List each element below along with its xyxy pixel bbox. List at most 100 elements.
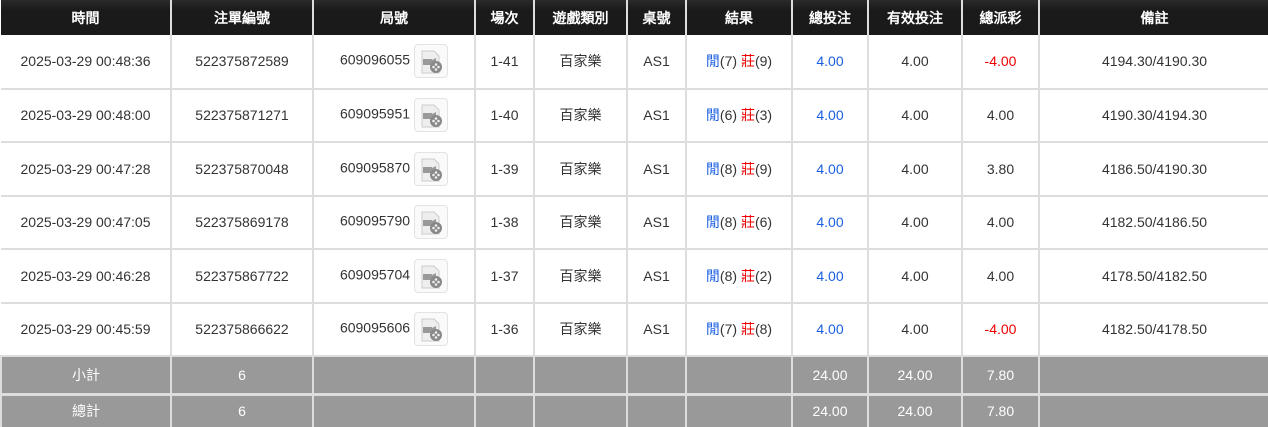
note: 4182.50/4178.50 xyxy=(1038,302,1268,357)
bet-time: 2025-03-29 00:45:59 xyxy=(1,302,171,357)
payout: 4.00 xyxy=(961,195,1039,250)
bet-id: 522375870048 xyxy=(170,142,313,197)
table-row: 2025-03-29 00:47:28 522375870048 6090958… xyxy=(1,142,1268,197)
valid-bet: 4.00 xyxy=(867,142,962,197)
player-label: 閒 xyxy=(705,53,720,70)
total-bet: 4.00 xyxy=(791,88,868,143)
payout: 3.80 xyxy=(961,142,1039,197)
summary-count: 6 xyxy=(170,356,313,396)
table-id: AS1 xyxy=(626,249,686,304)
summary-total-bet: 24.00 xyxy=(791,356,868,396)
total-bet: 4.00 xyxy=(791,195,868,250)
total-bet: 4.00 xyxy=(791,35,868,90)
round-number: 609095606 xyxy=(339,319,411,336)
valid-bet: 4.00 xyxy=(867,302,962,357)
bet-time: 2025-03-29 00:47:28 xyxy=(1,142,171,197)
summary-total-bet: 24.00 xyxy=(791,394,868,427)
table-id: AS1 xyxy=(626,35,686,90)
total-bet: 4.00 xyxy=(791,249,868,304)
player-label: 閒 xyxy=(705,214,720,231)
header-bet-id: 注單編號 xyxy=(170,0,313,35)
banker-label: 莊 xyxy=(740,160,755,177)
note: 4190.30/4194.30 xyxy=(1038,88,1268,143)
bet-time: 2025-03-29 00:46:28 xyxy=(1,249,171,304)
shoe: 1-40 xyxy=(474,88,534,143)
round-number: 609096055 xyxy=(339,51,411,68)
summary-valid-bet: 24.00 xyxy=(867,356,962,396)
payout: 4.00 xyxy=(961,249,1039,304)
grand-total-row: 總計 6 24.00 24.00 7.80 xyxy=(0,394,1268,427)
header-payout: 總派彩 xyxy=(961,0,1039,35)
header-result: 結果 xyxy=(685,0,792,35)
header-note: 備註 xyxy=(1038,0,1268,35)
note: 4186.50/4190.30 xyxy=(1038,142,1268,197)
summary-label: 小計 xyxy=(0,356,171,396)
banker-score: (9) xyxy=(754,53,773,70)
result: 閒(8) 莊(6) xyxy=(685,195,792,250)
player-score: (8) xyxy=(719,214,738,231)
player-label: 閒 xyxy=(705,321,720,338)
table-id: AS1 xyxy=(626,142,686,197)
table-row: 2025-03-29 00:48:00 522375871271 6090959… xyxy=(1,88,1268,143)
result: 閒(7) 莊(9) xyxy=(685,35,792,90)
video-replay-icon[interactable] xyxy=(414,312,449,347)
table-row: 2025-03-29 00:45:59 522375866622 6090956… xyxy=(1,302,1268,357)
summary-count: 6 xyxy=(170,394,313,427)
game-type: 百家樂 xyxy=(533,249,627,304)
bet-id: 522375866622 xyxy=(170,302,313,357)
player-score: (7) xyxy=(719,53,738,70)
valid-bet: 4.00 xyxy=(867,195,962,250)
round-number: 609095704 xyxy=(339,266,411,283)
header-valid-bet: 有效投注 xyxy=(867,0,962,35)
header-game-type: 遊戲類別 xyxy=(533,0,627,35)
header-total-bet: 總投注 xyxy=(791,0,868,35)
header-round: 局號 xyxy=(312,0,475,35)
game-type: 百家樂 xyxy=(533,35,627,90)
bet-time: 2025-03-29 00:48:00 xyxy=(1,88,171,143)
banker-label: 莊 xyxy=(740,267,755,284)
table-row: 2025-03-29 00:46:28 522375867722 6090957… xyxy=(1,249,1268,304)
total-bet: 4.00 xyxy=(791,302,868,357)
valid-bet: 4.00 xyxy=(867,249,962,304)
video-replay-icon[interactable] xyxy=(414,151,449,186)
table-id: AS1 xyxy=(626,302,686,357)
summary-valid-bet: 24.00 xyxy=(867,394,962,427)
note: 4194.30/4190.30 xyxy=(1038,35,1268,90)
banker-label: 莊 xyxy=(740,53,755,70)
table-id: AS1 xyxy=(626,195,686,250)
bet-time: 2025-03-29 00:47:05 xyxy=(1,195,171,250)
round-number: 609095870 xyxy=(339,159,411,176)
summary-label: 總計 xyxy=(0,394,171,427)
payout: -4.00 xyxy=(961,35,1039,90)
video-replay-icon[interactable] xyxy=(414,44,449,79)
player-score: (7) xyxy=(719,321,738,338)
video-replay-icon[interactable] xyxy=(414,205,449,240)
table-id: AS1 xyxy=(626,88,686,143)
round-cell: 609095606 xyxy=(312,302,475,357)
round-cell: 609096055 xyxy=(312,35,475,90)
bet-id: 522375872589 xyxy=(170,35,313,90)
banker-score: (8) xyxy=(754,321,773,338)
banker-label: 莊 xyxy=(740,107,755,124)
player-label: 閒 xyxy=(705,160,720,177)
round-cell: 609095870 xyxy=(312,142,475,197)
player-label: 閒 xyxy=(705,107,720,124)
player-score: (6) xyxy=(719,107,738,124)
valid-bet: 4.00 xyxy=(867,35,962,90)
round-cell: 609095951 xyxy=(312,88,475,143)
video-replay-icon[interactable] xyxy=(414,258,449,293)
round-cell: 609095790 xyxy=(312,195,475,250)
round-cell: 609095704 xyxy=(312,249,475,304)
bet-time: 2025-03-29 00:48:36 xyxy=(1,35,171,90)
shoe: 1-41 xyxy=(474,35,534,90)
shoe: 1-39 xyxy=(474,142,534,197)
subtotal-row: 小計 6 24.00 24.00 7.80 xyxy=(0,356,1268,396)
table-header-row: 時間 注單編號 局號 場次 遊戲類別 桌號 結果 總投注 有效投注 總派彩 備註 xyxy=(1,0,1268,35)
game-type: 百家樂 xyxy=(533,142,627,197)
header-table: 桌號 xyxy=(626,0,686,35)
summary-payout: 7.80 xyxy=(961,356,1039,396)
video-replay-icon[interactable] xyxy=(414,98,449,133)
table-row: 2025-03-29 00:47:05 522375869178 6090957… xyxy=(1,195,1268,250)
banker-label: 莊 xyxy=(740,214,755,231)
game-type: 百家樂 xyxy=(533,302,627,357)
